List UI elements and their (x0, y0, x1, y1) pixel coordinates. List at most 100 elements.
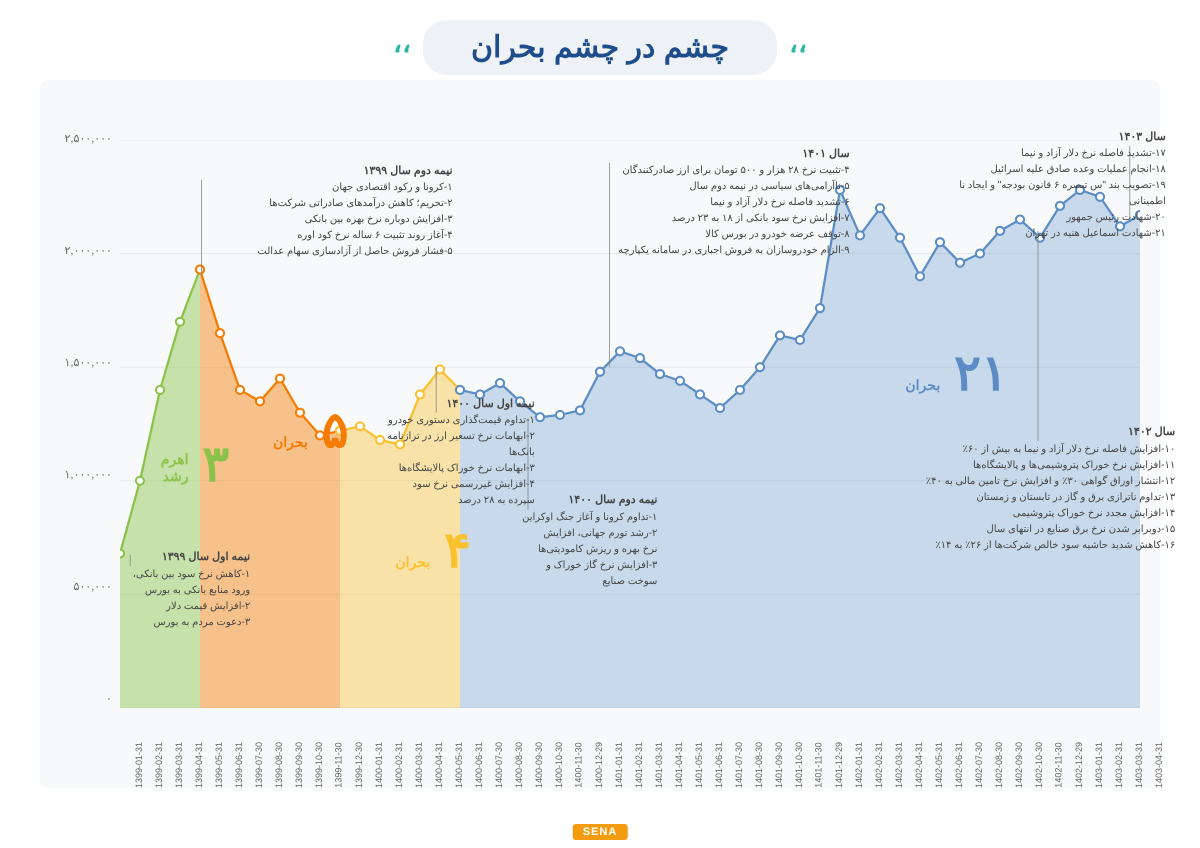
x-axis-label: 1399-09-30 (294, 742, 304, 788)
y-axis-label: ۵۰۰,۰۰۰ (48, 580, 112, 593)
x-axis-label: 1399-02-31 (154, 742, 164, 788)
x-axis-label: 1400-03-31 (414, 742, 424, 788)
x-axis-label: 1401-11-30 (814, 742, 824, 787)
x-axis-label: 1400-04-31 (434, 742, 444, 788)
annotation-a7: سال ۱۴۰۳۱۷-تشدید فاصله نرخ دلار آزاد و ن… (926, 129, 1166, 243)
big-number-value: ۵ (322, 402, 349, 458)
x-axis-label: 1399-01-31 (134, 742, 144, 788)
annotation-a5: سال ۱۴۰۱۴-تثبیت نرخ ۲۸ هزار و ۵۰۰ تومان … (610, 146, 850, 260)
annotation-line: ۷-افزایش نرخ سود بانکی از ۱۸ به ۲۳ درصد (610, 211, 850, 227)
x-axis-label: 1400-10-30 (554, 742, 564, 788)
annotation-a6: سال ۱۴۰۲۱۰-افزایش فاصله نرخ دلار آزاد و … (895, 424, 1175, 554)
annotation-line: ۱۷-تشدید فاصله نرخ دلار آزاد و نیما (926, 146, 1166, 162)
annotation-line: ۵-فشار فروش حاصل از آزادسازی سهام عدالت (253, 244, 453, 260)
annotation-line: ۲-رشد تورم جهانی، افزایش (497, 526, 657, 542)
big-number-n21: ۲۱ بحران (905, 344, 1007, 402)
x-axis-label: 1399-04-31 (194, 742, 204, 788)
annotation-line: ۸-توقف عرضه خودرو در بورس کالا (610, 227, 850, 243)
annotation-line: ۱۶-کاهش شدید حاشیه سود خالص شرکت‌ها از ۲… (895, 538, 1175, 554)
annotation-line: ۳-افزایش دوباره نرخ بهره بین بانکی (253, 212, 453, 228)
x-axis-label: 1402-11-30 (1054, 742, 1064, 787)
big-number-value: ۲۱ (954, 345, 1008, 401)
annotation-line: ۴-افزایش غیررسمی نرخ سود (365, 477, 535, 493)
y-axis-label: ۱,۰۰۰,۰۰۰ (48, 468, 112, 481)
plot: نیمه اول سال ۱۳۹۹۱-کاهش نرخ سود بین بانک… (120, 140, 1140, 708)
annotation-line: ۱۰-افزایش فاصله نرخ دلار آزاد و نیما به … (895, 442, 1175, 458)
x-axis-label: 1403-03-31 (1134, 742, 1144, 788)
annotation-title: نیمه دوم سال ۱۳۹۹ (253, 163, 453, 181)
big-number-value: ۳ (202, 436, 229, 492)
annotation-line: ۶-تشدید فاصله نرخ دلار آزاد و نیما (610, 195, 850, 211)
annotation-title: نیمه اول سال ۱۳۹۹ (130, 549, 250, 567)
annotation-line: ورود منابع بانکی به بورس (130, 583, 250, 599)
x-axis-label: 1402-08-30 (994, 742, 1004, 788)
annotation-line: ۲-تحریم؛ کاهش درآمدهای صادراتی شرکت‌ها (253, 196, 453, 212)
annotation-line: ۱۴-افزایش مجدد نرخ خوراک پتروشیمی (895, 506, 1175, 522)
x-axis-label: 1401-10-30 (794, 742, 804, 788)
x-axis-label: 1400-05-31 (454, 742, 464, 788)
footer-logo: SENA (573, 824, 628, 840)
big-number-n5: ۵ بحران (273, 401, 349, 459)
annotation-line: ۲-ابهامات نرخ تسعیر ارز در ترازنامه (365, 429, 535, 445)
annotation-a4: نیمه دوم سال ۱۴۰۰۱-تداوم کرونا و آغاز جن… (497, 492, 657, 590)
annotation-line: ۱۹-تصویب بند "س تبصره ۶ قانون بودجه" و ا… (926, 178, 1166, 210)
x-axis-label: 1400-09-30 (534, 742, 544, 788)
x-axis-label: 1399-10-30 (314, 742, 324, 788)
y-axis-label: ۱,۵۰۰,۰۰۰ (48, 356, 112, 369)
big-number-n3: ۳ اهرمرشد (161, 435, 229, 493)
annotation-line: بانک‌ها (365, 445, 535, 461)
x-axis-label: 1401-01-31 (614, 742, 624, 788)
x-axis-label: 1399-05-31 (214, 742, 224, 788)
annotation-line: ۲۰-شهادت رئیس جمهور (926, 210, 1166, 226)
annotation-a2: نیمه دوم سال ۱۳۹۹۱-کرونا و رکود اقتصادی … (253, 163, 453, 261)
annotation-title: سال ۱۴۰۳ (926, 129, 1166, 147)
annotation-line: ۱۵-دوبرابر شدن نرخ برق صنایع در انتهای س… (895, 522, 1175, 538)
annotation-line: ۱۱-افزایش نرخ خوراک پتروشیمی‌ها و پالایش… (895, 458, 1175, 474)
x-axis-label: 1402-02-31 (874, 742, 884, 788)
big-number-sub: اهرمرشد (161, 451, 189, 485)
x-axis-label: 1401-05-31 (694, 742, 704, 788)
annotation-line: ۲۱-شهادت اسماعیل هنیه در تهران (926, 226, 1166, 242)
annotation-line: ۴-تثبیت نرخ ۲۸ هزار و ۵۰۰ تومان برای ارز… (610, 163, 850, 179)
x-axis-label: 1400-02-31 (394, 742, 404, 788)
x-axis-label: 1402-12-29 (1074, 742, 1084, 788)
x-axis-label: 1402-03-31 (894, 742, 904, 788)
annotation-line: ۱۸-انجام عملیات وعده صادق علیه اسرائیل (926, 162, 1166, 178)
quote-left-icon: ،، (393, 26, 411, 59)
annotation-line: سوخت صنایع (497, 574, 657, 590)
x-axis-label: 1402-01-31 (854, 742, 864, 788)
annotation-line: ۱-کرونا و رکود اقتصادی جهان (253, 180, 453, 196)
big-number-sub: بحران (395, 554, 430, 571)
annotation-line: ۳-دعوت مردم به بورس (130, 615, 250, 631)
x-axis-label: 1401-06-31 (714, 742, 724, 788)
x-axis-label: 1403-04-31 (1154, 742, 1164, 788)
annotation-line: ۹-الزام خودروسازان به فروش اجباری در سام… (610, 243, 850, 259)
annotation-title: سال ۱۴۰۲ (895, 424, 1175, 442)
x-axis-label: 1403-02-31 (1114, 742, 1124, 788)
x-axis-label: 1401-07-30 (734, 742, 744, 788)
x-axis-label: 1401-02-31 (634, 742, 644, 788)
big-number-value: ۴ (444, 522, 471, 578)
x-axis-label: 1400-07-30 (494, 742, 504, 788)
annotation-line: ۵-ناآرامی‌های سیاسی در نیمه دوم سال (610, 179, 850, 195)
x-axis-label: 1400-12-29 (594, 742, 604, 788)
annotation-line: ۱۳-تداوم ناترازی برق و گاز در تابستان و … (895, 490, 1175, 506)
annotation-line: ۱-تداوم قیمت‌گذاری دستوری خودرو (365, 413, 535, 429)
x-axis-label: 1403-01-31 (1094, 742, 1104, 788)
x-axis-label: 1402-10-30 (1034, 742, 1044, 788)
y-axis-label: ۲,۵۰۰,۰۰۰ (48, 132, 112, 145)
big-number-n4: ۴ بحران (395, 521, 471, 579)
x-axis-label: 1400-08-30 (514, 742, 524, 788)
x-axis-label: 1402-04-31 (914, 742, 924, 788)
annotation-line: ۱-تداوم کرونا و آغاز جنگ اوکراین (497, 510, 657, 526)
y-axis-label: ۲,۰۰۰,۰۰۰ (48, 244, 112, 257)
x-axis-label: 1402-07-30 (974, 742, 984, 788)
annotation-line: ۲-افزایش قیمت دلار (130, 599, 250, 615)
big-number-sub: بحران (273, 434, 308, 451)
page-title: چشم در چشم بحران (471, 30, 729, 65)
x-axis-label: 1401-08-30 (754, 742, 764, 788)
annotation-line: ۳-ابهامات نرخ خوراک پالایشگاه‌ها (365, 461, 535, 477)
annotation-title: سال ۱۴۰۱ (610, 146, 850, 164)
annotation-title: نیمه اول سال ۱۴۰۰ (365, 396, 535, 414)
x-axis-label: 1399-07-30 (254, 742, 264, 788)
